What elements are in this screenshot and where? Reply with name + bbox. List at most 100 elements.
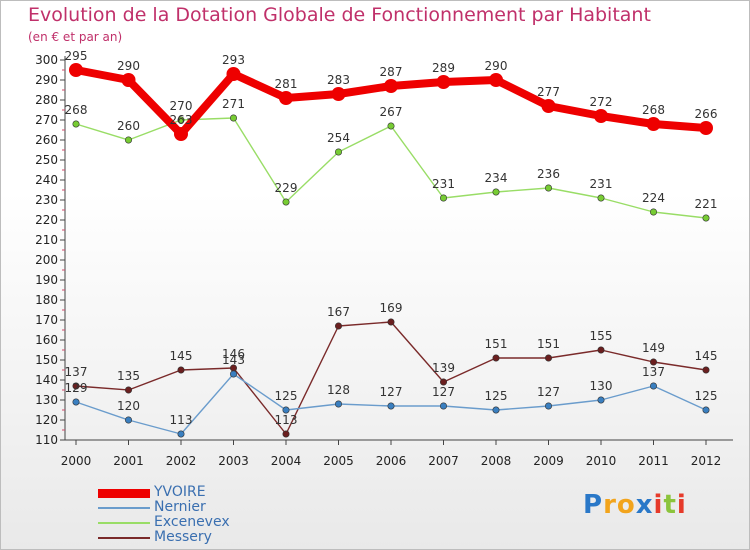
y-tick-label: 250	[35, 153, 58, 167]
data-label-nernier: 143	[222, 353, 245, 367]
data-point-yvoire	[331, 87, 346, 101]
x-tick-label: 2007	[428, 454, 459, 468]
x-tick-label: 2009	[533, 454, 564, 468]
y-tick-label: 180	[35, 293, 58, 307]
data-point-excenevex	[492, 188, 500, 196]
data-point-excenevex	[177, 116, 185, 124]
data-label-yvoire: 268	[642, 103, 665, 117]
data-point-yvoire	[489, 73, 503, 87]
logo-letter: P	[583, 490, 604, 520]
data-label-nernier: 127	[537, 385, 560, 399]
y-tick-label: 140	[35, 373, 58, 387]
x-tick-label: 2012	[691, 454, 722, 468]
data-label-excenevex: 236	[537, 167, 560, 181]
data-point-excenevex	[387, 122, 395, 130]
data-point-yvoire	[646, 117, 661, 131]
y-tick-label: 300	[35, 53, 58, 67]
data-point-excenevex	[544, 184, 552, 192]
y-tick-label: 220	[35, 213, 58, 227]
data-label-messery: 149	[642, 341, 665, 355]
data-label-nernier: 125	[485, 389, 508, 403]
x-tick-label: 2008	[481, 454, 512, 468]
data-point-messery	[72, 382, 80, 390]
data-point-nernier	[282, 406, 290, 414]
data-label-yvoire: 290	[485, 59, 508, 73]
data-label-messery: 145	[170, 349, 193, 363]
x-tick-label: 2004	[271, 454, 302, 468]
data-point-nernier	[702, 406, 710, 414]
y-tick-label: 170	[35, 313, 58, 327]
y-tick-label: 110	[35, 433, 58, 447]
data-label-yvoire: 266	[695, 107, 718, 121]
data-point-yvoire	[279, 91, 293, 105]
y-tick-label: 200	[35, 253, 58, 267]
data-label-yvoire: 290	[117, 59, 140, 73]
data-label-messery: 167	[327, 305, 350, 319]
data-point-excenevex	[334, 148, 342, 156]
data-point-nernier	[230, 370, 238, 378]
data-point-messery	[649, 358, 657, 366]
data-point-messery	[334, 322, 342, 330]
data-label-messery: 137	[65, 365, 88, 379]
y-tick-label: 190	[35, 273, 58, 287]
data-point-messery	[387, 318, 395, 326]
logo-letter: r	[603, 490, 617, 520]
y-tick-label: 230	[35, 193, 58, 207]
data-label-excenevex: 234	[485, 171, 508, 185]
data-point-yvoire	[384, 79, 398, 93]
data-point-nernier	[544, 402, 552, 410]
data-label-yvoire: 281	[275, 77, 298, 91]
chart-title: Evolution de la Dotation Globale de Fonc…	[28, 4, 651, 26]
data-point-yvoire	[226, 67, 241, 81]
data-point-nernier	[492, 406, 500, 414]
data-point-excenevex	[702, 214, 710, 222]
data-point-nernier	[649, 382, 657, 390]
data-point-messery	[439, 378, 447, 386]
data-label-messery: 139	[432, 361, 455, 375]
data-label-yvoire: 283	[327, 73, 350, 87]
data-point-yvoire	[699, 121, 713, 135]
y-tick-label: 260	[35, 133, 58, 147]
x-tick-label: 2000	[61, 454, 92, 468]
data-label-nernier: 130	[590, 379, 613, 393]
data-point-yvoire	[436, 75, 451, 89]
data-point-messery	[492, 354, 500, 362]
data-label-messery: 146	[222, 347, 245, 361]
data-label-nernier: 129	[65, 381, 88, 395]
logo-letter: x	[635, 490, 654, 520]
y-tick-label: 240	[35, 173, 58, 187]
data-point-yvoire	[69, 63, 83, 77]
data-point-excenevex	[72, 120, 80, 128]
data-point-messery	[702, 366, 710, 374]
logo-letter: i	[676, 490, 687, 520]
data-label-nernier: 128	[327, 383, 350, 397]
data-label-yvoire: 277	[537, 85, 560, 99]
data-point-nernier	[387, 402, 395, 410]
legend-label: Messery	[154, 529, 212, 545]
data-label-excenevex: 271	[222, 97, 245, 111]
data-label-messery: 135	[117, 369, 140, 383]
proxiti-logo: Proxiti	[583, 490, 687, 520]
data-label-excenevex: 221	[695, 197, 718, 211]
x-tick-label: 2003	[218, 454, 249, 468]
data-point-yvoire	[594, 109, 608, 123]
data-point-nernier	[125, 416, 133, 424]
data-label-excenevex: 267	[380, 105, 403, 119]
series-line-excenevex	[75, 117, 707, 219]
data-point-messery	[177, 366, 185, 374]
legend-swatch	[98, 507, 150, 509]
data-label-messery: 169	[380, 301, 403, 315]
x-tick-label: 2001	[113, 454, 144, 468]
data-point-nernier	[334, 400, 342, 408]
data-point-excenevex	[230, 114, 238, 122]
data-label-nernier: 127	[380, 385, 403, 399]
data-point-excenevex	[597, 194, 605, 202]
data-label-nernier: 113	[170, 413, 193, 427]
data-label-excenevex: 231	[590, 177, 613, 191]
data-label-nernier: 120	[117, 399, 140, 413]
logo-letter: i	[653, 490, 664, 520]
data-label-yvoire: 295	[65, 49, 88, 63]
y-tick-label: 270	[35, 113, 58, 127]
y-tick-label: 120	[35, 413, 58, 427]
